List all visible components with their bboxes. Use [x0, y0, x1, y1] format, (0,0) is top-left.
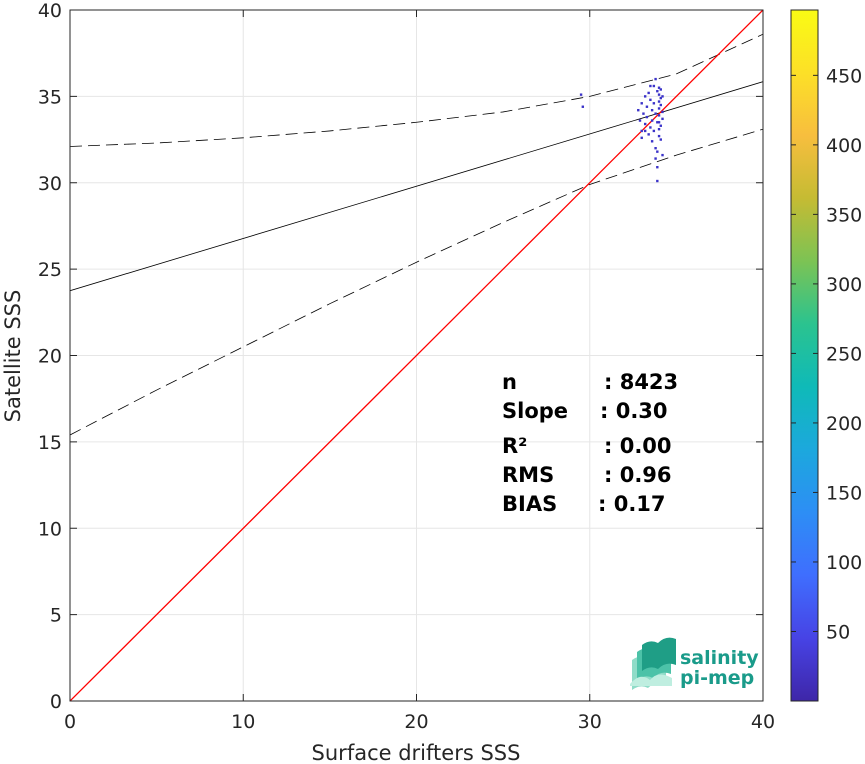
- density-point: [649, 98, 652, 102]
- density-point: [661, 95, 664, 98]
- x-tick-label: 0: [64, 711, 76, 733]
- stat-label: Slope: [502, 399, 568, 423]
- logo-mark-icon: [630, 637, 676, 690]
- density-point: [652, 84, 656, 88]
- density-point: [654, 157, 657, 160]
- density-points: [579, 77, 664, 183]
- density-point: [657, 100, 661, 103]
- salinity-pi-mep-logo: salinity pi-mep: [630, 637, 759, 690]
- stat-value: : 0.00: [604, 434, 672, 458]
- stat-value: : 0.30: [600, 399, 668, 423]
- stat-label: RMS: [502, 463, 554, 487]
- y-tick-label: 0: [50, 691, 62, 713]
- colorbar-tick-label: 150: [826, 482, 862, 504]
- colorbar-tick-label: 50: [826, 621, 850, 643]
- density-point: [661, 117, 664, 121]
- colorbar-tick-labels: 50 100 150 200 250 300 350 400 450: [791, 65, 862, 643]
- colorbar-tick-label: 250: [826, 343, 862, 365]
- density-point: [654, 112, 657, 115]
- density-point: [640, 129, 643, 133]
- statistics-box: n : 8423 Slope : 0.30 R² : 0.00 RMS : 0.96 BIAS:…: [502, 370, 678, 516]
- x-tick-label: 30: [578, 711, 602, 733]
- density-point: [579, 93, 583, 96]
- density-point: [650, 140, 654, 143]
- density-point: [650, 108, 654, 112]
- density-point: [640, 102, 643, 105]
- density-point: [656, 179, 659, 183]
- x-tick-labels: 0 10 20 30 40: [64, 10, 775, 733]
- colorbar-tick-label: 450: [826, 65, 862, 87]
- density-point: [637, 108, 640, 112]
- confidence-lower-line: [70, 128, 763, 436]
- density-point: [657, 107, 661, 110]
- density-point: [642, 112, 645, 115]
- x-tick-label: 20: [404, 711, 428, 733]
- colorbar-tick-label: 300: [826, 274, 862, 296]
- density-point: [656, 166, 659, 169]
- density-point: [649, 126, 652, 129]
- density-point: [645, 115, 649, 119]
- y-tick-label: 5: [50, 605, 62, 627]
- y-tick-label: 25: [38, 259, 62, 281]
- logo-text-line1: salinity: [680, 647, 759, 669]
- y-tick-label: 15: [38, 432, 62, 454]
- density-point: [645, 105, 649, 108]
- y-tick-labels: 0 5 10 15 20 25 30 35 40: [38, 0, 763, 713]
- density-point: [656, 121, 659, 124]
- colorbar-tick-label: 200: [826, 413, 862, 435]
- density-point: [638, 119, 642, 122]
- colorbar-tick-label: 350: [826, 204, 862, 226]
- confidence-upper-line: [70, 33, 763, 147]
- density-point: [643, 95, 647, 98]
- density-point: [657, 134, 661, 138]
- density-point: [654, 147, 657, 150]
- density-point: [647, 133, 650, 136]
- density-point: [659, 124, 662, 127]
- density-point: [656, 150, 659, 153]
- y-tick-label: 10: [38, 518, 62, 540]
- y-tick-label: 35: [38, 86, 62, 108]
- density-point: [657, 121, 661, 124]
- x-tick-label: 10: [231, 711, 255, 733]
- logo-text-line2: pi-mep: [680, 667, 754, 689]
- colorbar-tick-label: 100: [826, 552, 862, 574]
- density-point: [649, 84, 652, 88]
- density-point: [581, 105, 585, 108]
- density-point: [643, 122, 647, 126]
- density-point: [657, 114, 661, 117]
- density-point: [652, 102, 656, 105]
- density-point: [654, 77, 657, 81]
- y-tick-label: 40: [38, 0, 62, 22]
- density-point: [647, 91, 650, 95]
- density-point: [659, 96, 662, 100]
- y-tick-label: 20: [38, 346, 62, 368]
- density-point: [659, 88, 662, 91]
- density-point: [643, 129, 647, 133]
- x-axis-label: Surface drifters SSS: [312, 741, 521, 764]
- density-point: [656, 89, 659, 93]
- density-point: [640, 136, 643, 140]
- stat-value: : 0.17: [598, 492, 666, 516]
- density-point: [650, 119, 654, 122]
- density-point: [661, 153, 664, 157]
- stat-value: : 8423: [604, 370, 678, 394]
- stat-label: n: [502, 370, 517, 394]
- colorbar: [790, 9, 819, 702]
- density-point: [652, 129, 656, 133]
- identity-line: [70, 10, 763, 701]
- density-point: [659, 103, 662, 107]
- density-point: [657, 127, 661, 131]
- stat-label: R²: [502, 434, 527, 458]
- stat-label: BIAS: [502, 492, 557, 516]
- density-point: [657, 86, 661, 89]
- y-tick-label: 30: [38, 173, 62, 195]
- density-point: [657, 93, 661, 96]
- colorbar-tick-label: 400: [826, 135, 862, 157]
- density-point: [661, 110, 664, 114]
- density-point: [659, 138, 662, 141]
- stat-value: : 0.96: [604, 463, 672, 487]
- x-tick-label: 40: [751, 711, 775, 733]
- y-axis-label: Satellite SSS: [1, 290, 25, 423]
